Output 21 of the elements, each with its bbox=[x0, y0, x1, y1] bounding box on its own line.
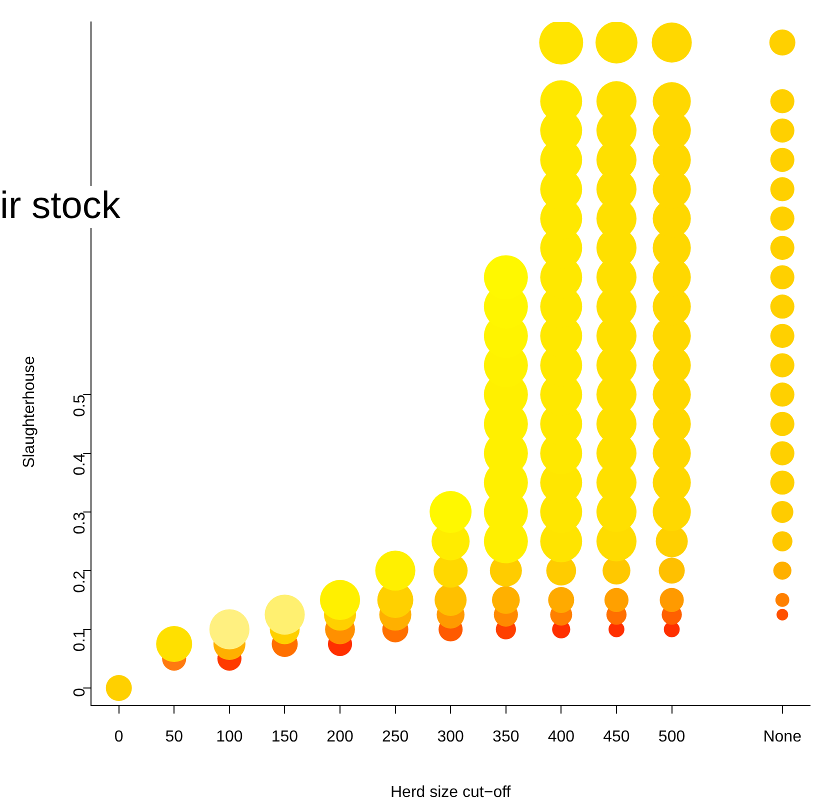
x-tick-label: 200 bbox=[326, 728, 354, 746]
x-tick-label: 450 bbox=[603, 728, 630, 746]
x-tick-label: 50 bbox=[165, 728, 184, 746]
x-tick-label: 400 bbox=[548, 728, 575, 746]
x-tick-label: 150 bbox=[271, 728, 298, 746]
x-tick-label: 500 bbox=[658, 728, 686, 746]
x-tick-label: 0 bbox=[114, 728, 124, 746]
x-tick-label: 300 bbox=[437, 728, 464, 746]
y-tick-label: 0.5 bbox=[72, 394, 89, 417]
y-tick-label: 0 bbox=[72, 688, 89, 697]
y-tick-label: 0.3 bbox=[72, 512, 89, 534]
y-tick-label: 0.4 bbox=[72, 453, 89, 476]
x-tick-label: 350 bbox=[492, 728, 520, 746]
x-tick-label: 250 bbox=[382, 728, 409, 746]
y-axis-title: Slaughterhouse bbox=[21, 356, 39, 468]
x-tick-label: None bbox=[763, 728, 802, 746]
y-tick-label: 0.1 bbox=[72, 629, 89, 652]
y-tick-label: 0.2 bbox=[72, 570, 89, 593]
x-tick-label: 100 bbox=[216, 728, 243, 746]
text: ir stock bbox=[0, 185, 120, 228]
x-axis-title: Herd size cut−off bbox=[390, 784, 512, 801]
